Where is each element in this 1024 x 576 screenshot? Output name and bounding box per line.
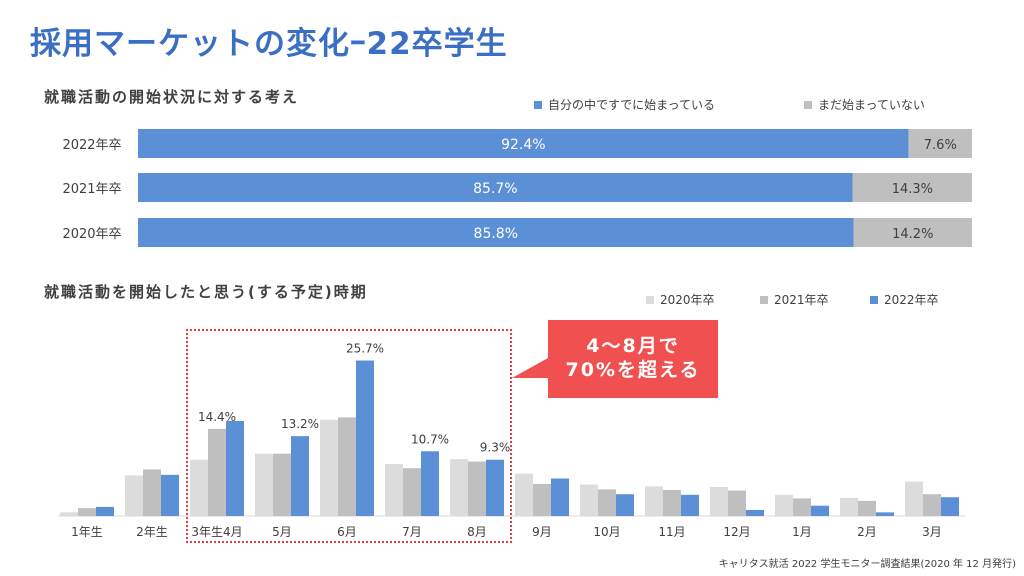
- bar-2020: [905, 481, 923, 516]
- callout-line-1: 4～8月で: [586, 335, 680, 357]
- bar-2020: [125, 475, 143, 516]
- x-tick-label: 1月: [792, 525, 812, 539]
- stack-category-label: 2020年卒: [62, 227, 121, 242]
- grouped-chart-title: 就職活動を開始したと思う(する予定)時期: [44, 283, 368, 301]
- stacked-chart-title: 就職活動の開始状況に対する考え: [44, 88, 300, 106]
- stack-label-started: 92.4%: [501, 137, 545, 153]
- legend-2020-label: 2020年卒: [660, 293, 715, 307]
- x-tick-label: 3月: [922, 525, 942, 539]
- bar-2020: [645, 486, 663, 516]
- x-tick-label: 2月: [857, 525, 877, 539]
- bar-2022: [551, 478, 569, 516]
- bar-2021: [923, 494, 941, 516]
- callout-line-2: 70%を超える: [565, 359, 701, 381]
- legend-started: 自分の中ですでに始まっている: [534, 96, 715, 113]
- legend-2022: 2022年卒: [870, 291, 939, 308]
- legend-2021-label: 2021年卒: [774, 293, 829, 307]
- stack-bar-started: [138, 173, 853, 202]
- bar-2022: [161, 474, 179, 516]
- legend-2022-label: 2022年卒: [884, 293, 939, 307]
- legend-started-label: 自分の中ですでに始まっている: [548, 98, 716, 112]
- stack-label-started: 85.8%: [474, 226, 518, 242]
- x-tick-label: 12月: [723, 525, 750, 539]
- callout-text: 4～8月で 70%を超える: [548, 334, 718, 382]
- legend-not-started: まだ始まっていない: [804, 96, 925, 113]
- x-tick-label: 10月: [593, 525, 620, 539]
- bar-2022: [811, 505, 829, 516]
- bar-2020: [710, 486, 728, 516]
- stack-label-started: 85.7%: [473, 181, 517, 197]
- legend-swatch-gray: [804, 100, 812, 109]
- legend-2021: 2021年卒: [760, 291, 829, 308]
- x-tick-label: 1年生: [71, 525, 103, 539]
- x-tick-label: 11月: [658, 525, 685, 539]
- bar-2020: [775, 494, 793, 516]
- legend-swatch-2021: [760, 295, 768, 304]
- x-tick-label: 9月: [532, 525, 552, 539]
- bar-2021: [78, 508, 96, 516]
- source-note: キャリタス就活 2022 学生モニター調査結果(2020 年 12 月発行): [718, 559, 1016, 570]
- stack-bar-not-started: [853, 218, 972, 247]
- bar-2022: [876, 512, 894, 516]
- legend-not-started-label: まだ始まっていない: [818, 98, 925, 112]
- callout: 4～8月で 70%を超える: [512, 320, 718, 398]
- bar-2021: [858, 500, 876, 516]
- bar-2022: [681, 494, 699, 516]
- legend-swatch-blue: [534, 100, 542, 109]
- stack-bar-started: [138, 218, 854, 247]
- page-title: 採用マーケットの変化ｰ22卒学生: [30, 26, 508, 62]
- stack-category-label: 2021年卒: [62, 182, 121, 197]
- bar-2020: [60, 512, 78, 516]
- bar-2021: [793, 498, 811, 516]
- x-tick-label: 2年生: [136, 525, 168, 539]
- bar-2021: [533, 483, 551, 516]
- bar-2020: [515, 473, 533, 516]
- bar-2020: [580, 484, 598, 516]
- callout-shape: [512, 320, 718, 398]
- stack-category-label: 2022年卒: [62, 138, 121, 153]
- legend-swatch-2022: [870, 295, 878, 304]
- bar-2022: [616, 494, 634, 516]
- bar-2022: [941, 497, 959, 516]
- stack-label-not-started: 14.2%: [892, 227, 933, 242]
- stack-bar-not-started: [908, 129, 972, 158]
- bar-2022: [746, 509, 764, 516]
- stack-bar-started: [138, 129, 909, 158]
- legend-2020: 2020年卒: [646, 291, 715, 308]
- stack-bar-not-started: [852, 173, 972, 202]
- bar-2021: [143, 469, 161, 516]
- stack-label-not-started: 7.6%: [924, 138, 957, 153]
- bar-2021: [663, 489, 681, 516]
- bar-2021: [728, 490, 746, 516]
- legend-swatch-2020: [646, 295, 654, 304]
- bar-2020: [840, 497, 858, 516]
- bar-2021: [598, 489, 616, 516]
- highlight-box-apr-aug: [186, 329, 512, 543]
- stack-label-not-started: 14.3%: [892, 182, 933, 197]
- bar-2022: [96, 506, 114, 516]
